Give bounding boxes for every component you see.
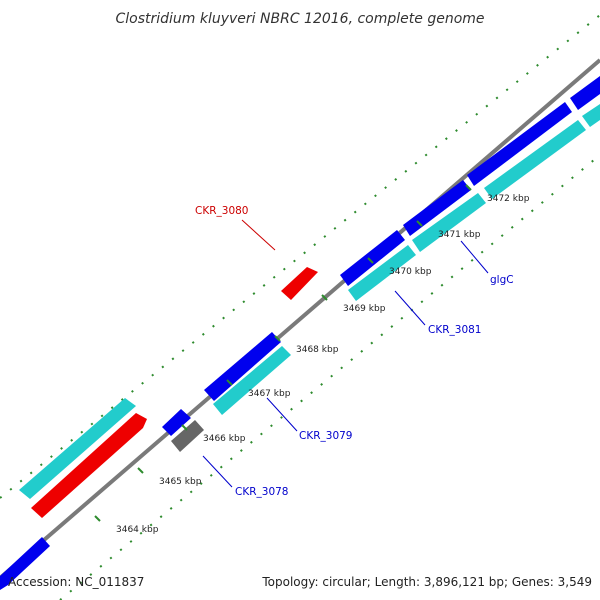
gene-label-ckr-3081[interactable]: CKR_3081	[428, 324, 481, 336]
gene-label-glgC[interactable]: glgC	[490, 274, 514, 286]
genome-summary-text: Topology: circular; Length: 3,896,121 bp…	[261, 575, 592, 589]
tick-label: 3468 kbp	[296, 345, 339, 355]
gene-label-ckr-3079[interactable]: CKR_3079	[299, 430, 352, 442]
tick-label: 3466 kbp	[203, 434, 246, 444]
reverse-strand-genes	[19, 104, 600, 499]
tick-mark	[321, 294, 328, 301]
tick-label: 3472 kbp	[487, 194, 530, 204]
gene-ckr-3076[interactable]	[0, 537, 50, 590]
tick-label: 3471 kbp	[438, 230, 481, 240]
gene-ckr-3078[interactable]	[162, 409, 191, 436]
tick-mark	[181, 424, 188, 431]
gene-rev-3[interactable]	[348, 245, 416, 301]
tick-mark	[367, 257, 374, 264]
tick-label: 3464 kbp	[116, 525, 159, 535]
tick-mark	[274, 335, 281, 342]
leader-ckr-3080	[241, 219, 276, 251]
tick-mark	[416, 220, 423, 227]
tick-marks: 3464 kbp 3465 kbp 3466 kbp 3467 kbp 3468 kbp…	[94, 184, 530, 535]
leader-ckr-3078	[202, 455, 233, 488]
gene-glgC[interactable]	[403, 180, 471, 236]
tick-label: 3470 kbp	[389, 267, 432, 277]
leader-glgC	[460, 240, 489, 274]
tick-label: 3469 kbp	[343, 304, 386, 314]
gene-rev-2[interactable]	[213, 346, 291, 415]
tick-label: 3465 kbp	[159, 477, 202, 487]
tick-mark	[94, 515, 101, 522]
gene-pseudo[interactable]	[171, 420, 204, 452]
genome-backbone	[0, 58, 600, 580]
map-title: Clostridium kluyveri NBRC 12016, complet…	[115, 11, 484, 27]
tick-mark	[137, 467, 144, 474]
gene-ckr-3079[interactable]	[204, 332, 281, 401]
gene-rev-4[interactable]	[412, 193, 486, 252]
leader-ckr-3081	[394, 290, 426, 326]
gene-label-ckr-3078[interactable]: CKR_3078	[235, 486, 288, 498]
accession-text: Accession: NC_011837	[8, 575, 144, 589]
forward-strand-genes	[0, 76, 600, 590]
gene-label-ckr-3080[interactable]: CKR_3080	[195, 205, 248, 217]
tick-mark	[465, 184, 472, 191]
gene-ckr-3084[interactable]	[570, 76, 600, 110]
gene-rev-1[interactable]	[19, 398, 136, 499]
gene-ckr-3081[interactable]	[340, 230, 405, 286]
gene-rev-6[interactable]	[582, 104, 600, 127]
gene-label-leaders	[202, 219, 489, 488]
gene-rev-5[interactable]	[484, 120, 586, 199]
tick-mark	[226, 379, 233, 386]
tick-label: 3467 kbp	[248, 389, 291, 399]
gene-ckr-3083[interactable]	[467, 102, 572, 186]
gene-ckr-3080[interactable]	[281, 267, 318, 300]
outer-tick-ring	[0, 14, 600, 499]
leader-ckr-3079	[266, 397, 298, 432]
gene-ckr-3077[interactable]	[31, 413, 147, 518]
